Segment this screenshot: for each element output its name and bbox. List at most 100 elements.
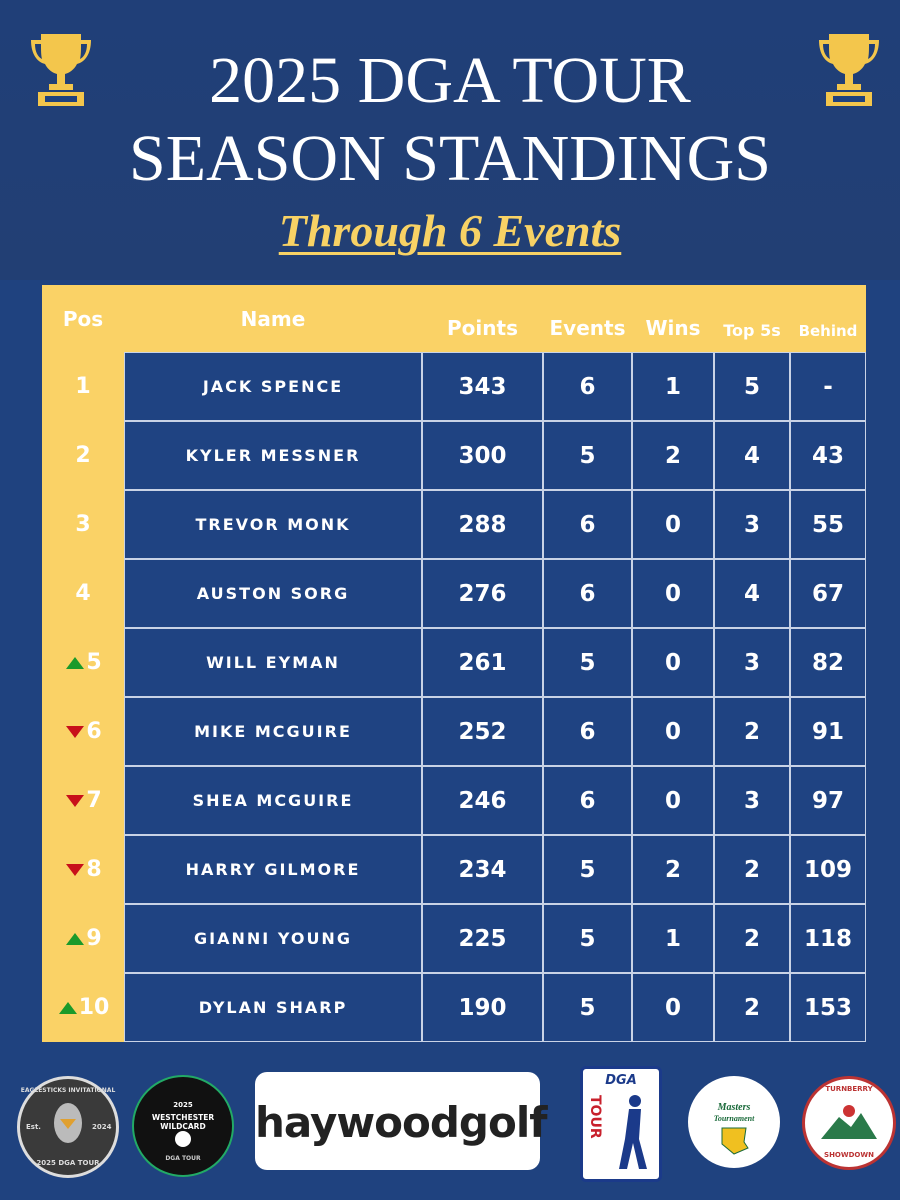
- trophy-icon: [31, 34, 91, 106]
- ball-icon: [175, 1131, 191, 1147]
- stat-cell: 55: [790, 490, 866, 559]
- player-name: TREVOR MONK: [124, 490, 422, 559]
- stat-cell: 91: [790, 697, 866, 766]
- stat-cell: 261: [422, 628, 543, 697]
- trend-arrow: [66, 863, 85, 876]
- player-name: WILL EYMAN: [124, 628, 422, 697]
- trend-down: [66, 863, 85, 876]
- position: 5: [86, 650, 102, 675]
- stat-cell: 3: [714, 628, 790, 697]
- logo-dga: DGA TOUR: [580, 1066, 662, 1182]
- header: [0, 0, 900, 280]
- stat-cell: 5: [714, 352, 790, 421]
- player-name: AUSTON SORG: [124, 559, 422, 628]
- stat-cell: 6: [543, 766, 632, 835]
- stat-cell: 252: [422, 697, 543, 766]
- position: 9: [86, 926, 102, 951]
- stat-cell: 2: [714, 697, 790, 766]
- logo-text: WESTCHESTER WILDCARD: [151, 1113, 215, 1131]
- stat-cell: 300: [422, 421, 543, 490]
- position-cell: 4: [42, 559, 124, 628]
- map-icon: [721, 1127, 749, 1155]
- position: 1: [75, 374, 91, 399]
- position: 3: [75, 512, 91, 537]
- position-cell: 9: [42, 904, 124, 973]
- stat-cell: 5: [543, 835, 632, 904]
- position: 10: [78, 995, 110, 1020]
- logo-text: SHOWDOWN: [824, 1151, 874, 1159]
- stat-cell: 234: [422, 835, 543, 904]
- stat-cell: 5: [543, 628, 632, 697]
- stat-cell: 0: [632, 697, 714, 766]
- stat-cell: 5: [543, 421, 632, 490]
- column-header: Points: [447, 316, 518, 340]
- position: 8: [86, 857, 102, 882]
- stat-cell: 1: [632, 352, 714, 421]
- trend-up: [58, 1001, 77, 1014]
- stat-cell: 6: [543, 352, 632, 421]
- position: 2: [75, 443, 91, 468]
- stat-cell: 0: [632, 766, 714, 835]
- logo-text: haywoodgolf: [255, 1098, 548, 1147]
- stat-cell: 288: [422, 490, 543, 559]
- player-name: MIKE MCGUIRE: [124, 697, 422, 766]
- position-cell: 3: [42, 490, 124, 559]
- trend-down: [66, 794, 85, 807]
- column-header: Name: [240, 307, 306, 331]
- column-header: Behind: [798, 322, 858, 340]
- stat-cell: 4: [714, 421, 790, 490]
- logo-masters: Masters Tournament: [688, 1076, 780, 1168]
- player-name: KYLER MESSNER: [124, 421, 422, 490]
- stat-cell: 2: [714, 835, 790, 904]
- stat-cell: 5: [543, 973, 632, 1042]
- stat-cell: 246: [422, 766, 543, 835]
- trend-arrow: [58, 1001, 77, 1014]
- column-header: Events: [549, 316, 626, 340]
- column-header: Wins: [645, 316, 701, 340]
- stat-cell: 190: [422, 973, 543, 1042]
- player-name: HARRY GILMORE: [124, 835, 422, 904]
- position: 6: [86, 719, 102, 744]
- stat-cell: 0: [632, 490, 714, 559]
- position-cell: 1: [42, 352, 124, 421]
- logo-text: EAGLESTICKS INVITATIONAL: [20, 1087, 116, 1094]
- stat-cell: 6: [543, 490, 632, 559]
- logo-text: 2025: [173, 1101, 193, 1109]
- subtitle: Through 6 Events: [278, 205, 622, 256]
- trend-up: [66, 932, 85, 945]
- trend-up: [66, 656, 85, 669]
- stat-cell: 2: [714, 904, 790, 973]
- stat-cell: 6: [543, 559, 632, 628]
- position-cell: 2: [42, 421, 124, 490]
- trend-arrow: [66, 794, 85, 807]
- stat-cell: 153: [790, 973, 866, 1042]
- logo-text: DGA TOUR: [165, 1155, 201, 1162]
- position: 7: [86, 788, 102, 813]
- trend-arrow: [66, 725, 85, 738]
- title: SEASON STANDINGS: [129, 122, 771, 195]
- stat-cell: 4: [714, 559, 790, 628]
- player-name: SHEA MCGUIRE: [124, 766, 422, 835]
- stat-cell: 2: [714, 973, 790, 1042]
- stat-cell: 2: [632, 835, 714, 904]
- column-header: Top 5s: [723, 321, 781, 340]
- logo-text: Tournament: [713, 1114, 755, 1123]
- logo-text: Masters: [717, 1102, 751, 1113]
- logo-text: 2025 DGA TOUR: [36, 1159, 100, 1167]
- stat-cell: 343: [422, 352, 543, 421]
- stat-cell: 3: [714, 766, 790, 835]
- logo-turnberry: TURNBERRY SHOWDOWN: [802, 1076, 896, 1170]
- hills-icon: [821, 1105, 877, 1139]
- player-name: JACK SPENCE: [124, 352, 422, 421]
- logo-text: 2024: [92, 1123, 112, 1131]
- golfer-icon: [619, 1095, 647, 1169]
- logo-sponsor: haywoodgolf: [255, 1072, 548, 1170]
- stat-cell: 6: [543, 697, 632, 766]
- logo-westchester: 2025 WESTCHESTER WILDCARD DGA TOUR: [132, 1075, 234, 1177]
- position-cell: 5: [42, 628, 124, 697]
- stat-cell: 0: [632, 559, 714, 628]
- stat-cell: -: [790, 352, 866, 421]
- stat-cell: 276: [422, 559, 543, 628]
- stat-cell: 97: [790, 766, 866, 835]
